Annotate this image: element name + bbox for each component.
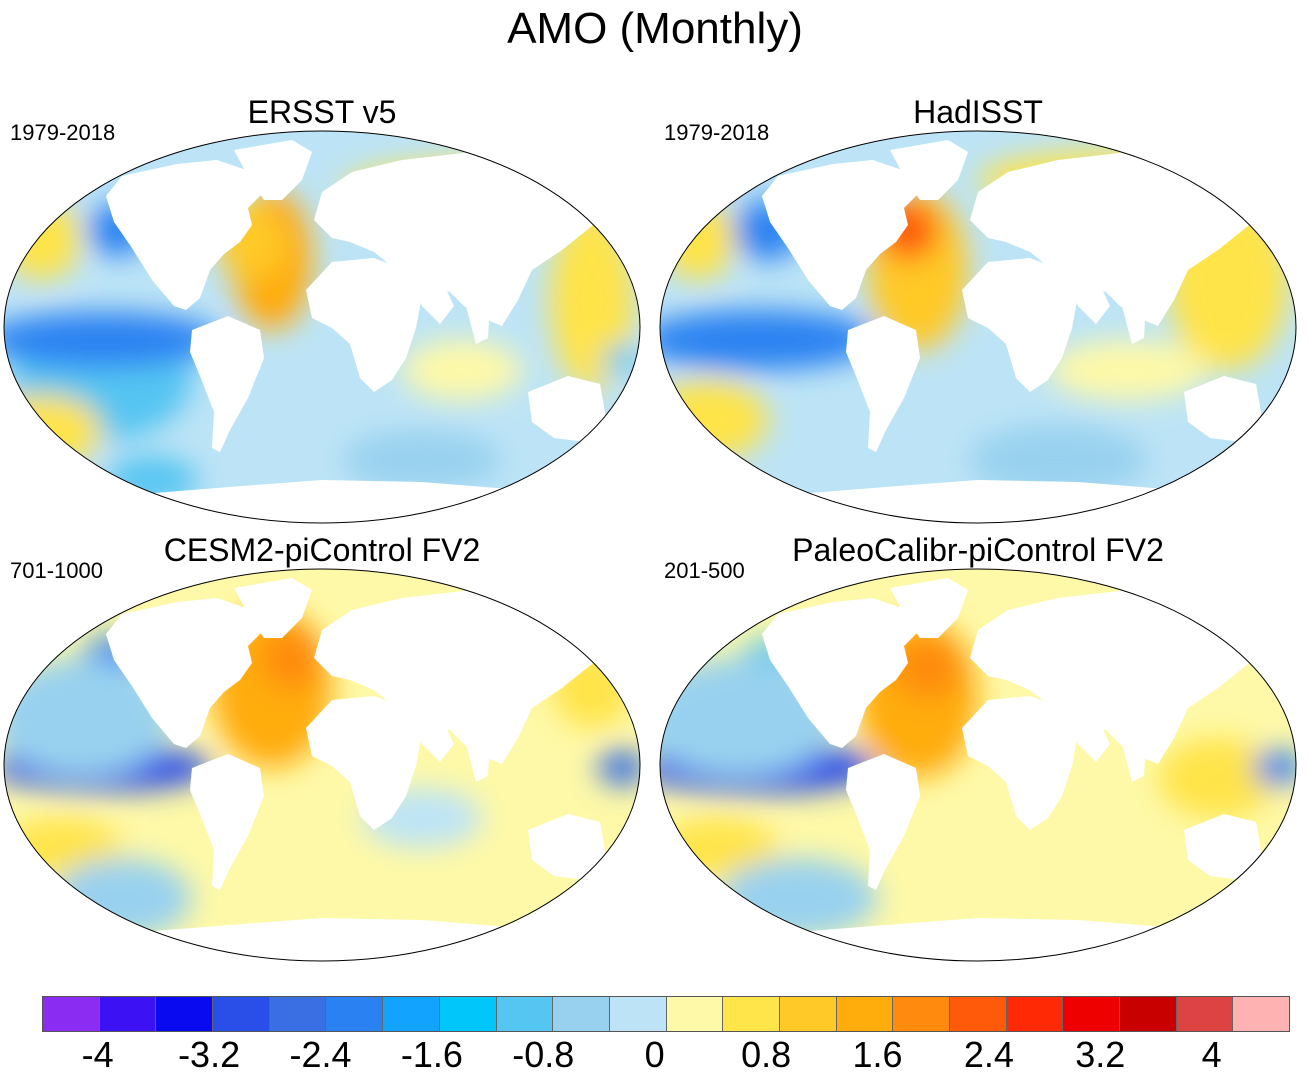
figure-title: AMO (Monthly) [507, 4, 803, 53]
colorbar [42, 996, 1291, 1032]
colorbar-swatch [950, 997, 1007, 1031]
colorbar-swatch [326, 997, 384, 1031]
map-panel-paleocalibr: PaleoCalibr-piControl FV2 201-500 [658, 532, 1298, 964]
panel-title: PaleoCalibr-piControl FV2 [792, 532, 1164, 568]
colorbar-tick-label: 2.4 [963, 1034, 1014, 1075]
colorbar-tick-label: -2.4 [289, 1034, 352, 1075]
colorbar-swatch [609, 997, 667, 1031]
colorbar-swatch [1233, 997, 1290, 1031]
world-map [658, 568, 1298, 964]
colorbar-swatch [1006, 997, 1064, 1031]
panel-period: 1979-2018 [664, 120, 770, 145]
colorbar-tick-label: -0.8 [512, 1034, 575, 1075]
world-map [2, 130, 642, 526]
colorbar-swatch [723, 997, 780, 1031]
panel-title: CESM2-piControl FV2 [163, 532, 481, 568]
colorbar-swatch [1176, 997, 1234, 1031]
map-panel-ersst: ERSST v5 1979-2018 [2, 94, 642, 526]
map-panel-hadisst: HadISST 1979-2018 [658, 94, 1298, 526]
colorbar-tick-label: 0.8 [741, 1034, 792, 1075]
colorbar-swatch [779, 997, 837, 1031]
colorbar-swatch [553, 997, 610, 1031]
panel-period: 1979-2018 [10, 120, 116, 145]
colorbar-swatch [1120, 997, 1177, 1031]
colorbar-swatch [43, 997, 100, 1031]
colorbar-swatch [496, 997, 554, 1031]
world-map [658, 130, 1298, 526]
colorbar-tick-label: 1.6 [852, 1034, 903, 1075]
panel-title: ERSST v5 [247, 94, 397, 130]
colorbar-tick-label: -1.6 [400, 1034, 463, 1075]
colorbar-tick-label: 0 [644, 1034, 665, 1075]
colorbar-tick-label: 4 [1201, 1034, 1222, 1075]
colorbar-swatch [213, 997, 270, 1031]
colorbar-swatch [1063, 997, 1121, 1031]
colorbar-swatch [269, 997, 327, 1031]
panel-title: HadISST [913, 94, 1043, 130]
colorbar-swatch [156, 997, 214, 1031]
colorbar-swatch [893, 997, 950, 1031]
panel-period: 701-1000 [10, 558, 103, 583]
map-panel-cesm2: CESM2-piControl FV2 701-1000 [2, 532, 642, 964]
colorbar-tick-label: -3.2 [178, 1034, 241, 1075]
colorbar-swatch [383, 997, 440, 1031]
colorbar-tick-label: -4 [81, 1034, 114, 1075]
world-map [2, 568, 642, 964]
colorbar-swatch [99, 997, 157, 1031]
colorbar-swatch [666, 997, 724, 1031]
panel-period: 201-500 [664, 558, 745, 583]
colorbar-tick-label: 3.2 [1075, 1034, 1126, 1075]
colorbar-swatch [439, 997, 497, 1031]
colorbar-swatch [836, 997, 894, 1031]
